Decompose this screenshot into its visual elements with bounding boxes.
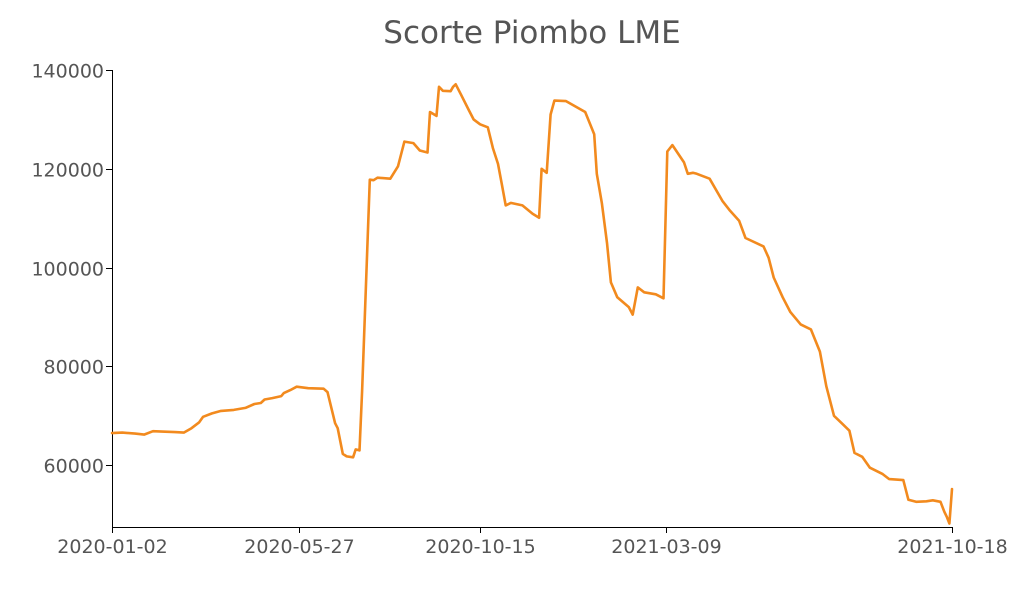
y-tick-label: 100000 [31, 259, 104, 281]
x-tick-label: 2020-10-15 [425, 536, 535, 558]
x-tick-label: 2021-10-18 [897, 536, 1007, 558]
x-tick-label: 2021-03-09 [611, 536, 721, 558]
y-tick-label: 120000 [31, 160, 104, 182]
series-line [110, 83, 954, 525]
y-tick-label: 80000 [44, 357, 104, 379]
plot-area [110, 83, 954, 525]
y-axis: 60000 80000 100000 120000 140000 [31, 61, 113, 527]
x-axis: 2020-01-02 2020-05-27 2020-10-15 2021-03-09… [57, 527, 1008, 558]
x-tick-label: 2020-05-27 [244, 536, 354, 558]
x-tick-label: 2020-01-02 [57, 536, 167, 558]
y-tick-label: 140000 [31, 61, 104, 83]
y-tick-label: 60000 [44, 456, 104, 478]
chart-title: Scorte Piombo LME [383, 15, 680, 51]
